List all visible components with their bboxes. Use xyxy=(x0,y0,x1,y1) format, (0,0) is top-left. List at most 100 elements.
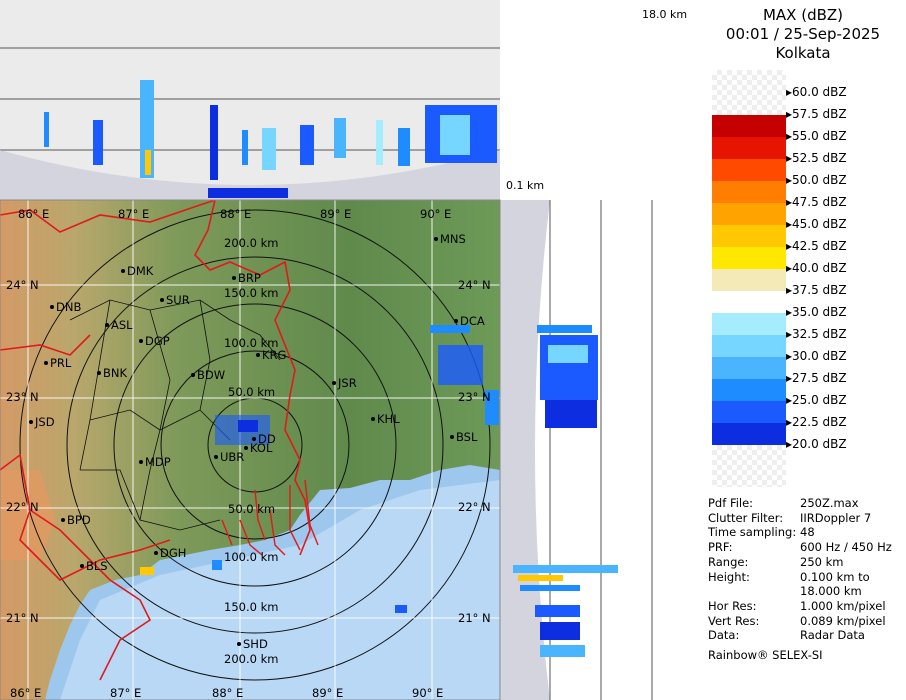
scan-datetime: 00:01 / 25-Sep-2025 xyxy=(725,25,881,43)
city-marker-icon xyxy=(191,373,195,377)
info-label: Vert Res: xyxy=(708,613,760,628)
city-label-jsd: JSD xyxy=(35,415,55,429)
top-section-panel xyxy=(0,0,700,200)
legend-level-label: ▸55.0 dBZ xyxy=(786,129,847,143)
map-panel xyxy=(0,200,500,700)
legend-swatch xyxy=(712,181,786,203)
coast-sea-deep xyxy=(60,480,500,700)
legend-swatch xyxy=(712,203,786,225)
city-label-bsl: BSL xyxy=(456,430,478,444)
city-label-bls: BLS xyxy=(86,559,108,573)
legend-level-label: ▸35.0 dBZ xyxy=(786,305,847,319)
legend-level-label: ▸57.5 dBZ xyxy=(786,107,847,121)
latitude-label-left: 22° N xyxy=(6,500,39,514)
range-ring-label: 150.0 km xyxy=(224,600,279,614)
longitude-label-top: 87° E xyxy=(118,207,150,221)
city-label-mns: MNS xyxy=(440,232,466,246)
legend-swatch xyxy=(712,247,786,269)
city-label-bdw: BDW xyxy=(197,368,226,382)
range-ring-label: 200.0 km xyxy=(224,236,279,250)
city-marker-icon xyxy=(80,564,84,568)
vendor-footer: Rainbow® SELEX-SI xyxy=(708,648,823,662)
info-value: 0.089 km/pixel xyxy=(800,613,886,628)
info-label: Range: xyxy=(708,554,749,569)
range-ring-label: 50.0 km xyxy=(228,502,276,516)
city-label-khl: KHL xyxy=(377,412,400,426)
city-marker-icon xyxy=(454,319,458,323)
range-ring-label: 150.0 km xyxy=(224,286,279,300)
legend-swatch xyxy=(712,401,786,423)
latitude-label-right: 23° N xyxy=(458,390,491,404)
legend-level-label: ▸60.0 dBZ xyxy=(786,85,847,99)
radar-header: MAX (dBZ) 00:01 / 25-Sep-2025 Kolkata xyxy=(700,6,906,63)
station-name: Kolkata xyxy=(775,44,831,62)
state-borders xyxy=(0,200,311,681)
top-echoes xyxy=(44,80,497,198)
legend-level-label: ▸32.5 dBZ xyxy=(786,327,847,341)
city-label-krg: KRG xyxy=(262,348,287,362)
land-area xyxy=(0,200,500,700)
latitude-label-left: 24° N xyxy=(6,278,39,292)
city-label-dmk: DMK xyxy=(127,264,154,278)
city-marker-icon xyxy=(50,305,54,309)
city-label-jsr: JSR xyxy=(338,376,357,390)
longitude-label-bottom: 88° E xyxy=(212,686,244,700)
legend-swatch xyxy=(712,313,786,335)
longitude-label-bottom: 87° E xyxy=(110,686,142,700)
legend-swatch xyxy=(712,379,786,401)
top-base-label: 0.1 km xyxy=(506,179,545,192)
legend-swatch xyxy=(712,357,786,379)
legend-swatch xyxy=(712,137,786,159)
info-label: Data: xyxy=(708,628,740,643)
top-height-label: 18.0 km xyxy=(642,8,688,21)
latitude-label-left: 21° N xyxy=(6,611,39,625)
legend-level-label: ▸25.0 dBZ xyxy=(786,393,847,407)
city-marker-icon xyxy=(252,437,256,441)
city-marker-icon xyxy=(44,361,48,365)
legend-swatch xyxy=(712,159,786,181)
legend-level-label: ▸40.0 dBZ xyxy=(786,261,847,275)
legend-level-label: ▸37.5 dBZ xyxy=(786,283,847,297)
city-marker-icon xyxy=(434,237,438,241)
info-label: PRF: xyxy=(708,540,733,555)
city-label-dgh: DGH xyxy=(160,546,187,560)
graticule xyxy=(0,200,500,700)
info-label: Height: xyxy=(708,569,750,584)
city-marker-icon xyxy=(256,353,260,357)
city-label-asl: ASL xyxy=(111,318,133,332)
city-label-ubr: UBR xyxy=(220,450,245,464)
info-label: Pdf File: xyxy=(708,496,754,510)
latitude-label-left: 23° N xyxy=(6,390,39,404)
info-label: Hor Res: xyxy=(708,598,757,613)
legend-level-label: ▸22.5 dBZ xyxy=(786,415,847,429)
city-label-prl: PRL xyxy=(50,356,72,370)
info-label: Time sampling: xyxy=(708,525,797,540)
city-marker-icon xyxy=(29,420,33,424)
city-marker-icon xyxy=(105,323,109,327)
longitude-label-top: 90° E xyxy=(420,207,452,221)
right-echoes xyxy=(513,325,618,657)
city-label-dd: DD xyxy=(258,432,276,446)
legend-level-label: ▸30.0 dBZ xyxy=(786,349,847,363)
city-marker-icon xyxy=(232,276,236,280)
legend-swatch xyxy=(712,335,786,357)
city-marker-icon xyxy=(139,339,143,343)
city-label-sur: SUR xyxy=(166,293,190,307)
longitude-label-bottom: 89° E xyxy=(312,686,344,700)
city-label-dca: DCA xyxy=(460,314,485,328)
longitude-label-top: 89° E xyxy=(320,207,352,221)
right-section-panel xyxy=(500,200,700,700)
city-marker-icon xyxy=(450,435,454,439)
city-marker-icon xyxy=(332,381,336,385)
legend-swatch xyxy=(712,291,786,313)
city-label-kol: KOL xyxy=(250,441,273,455)
city-marker-icon xyxy=(121,269,125,273)
longitude-label-top: 88° E xyxy=(220,207,252,221)
info-value: 250Z.max xyxy=(800,496,859,510)
legend-empty-top xyxy=(712,70,786,115)
city-marker-icon xyxy=(97,371,101,375)
city-marker-icon xyxy=(214,455,218,459)
longitude-label-top: 86° E xyxy=(18,207,50,221)
city-label-bpd: BPD xyxy=(67,513,91,527)
